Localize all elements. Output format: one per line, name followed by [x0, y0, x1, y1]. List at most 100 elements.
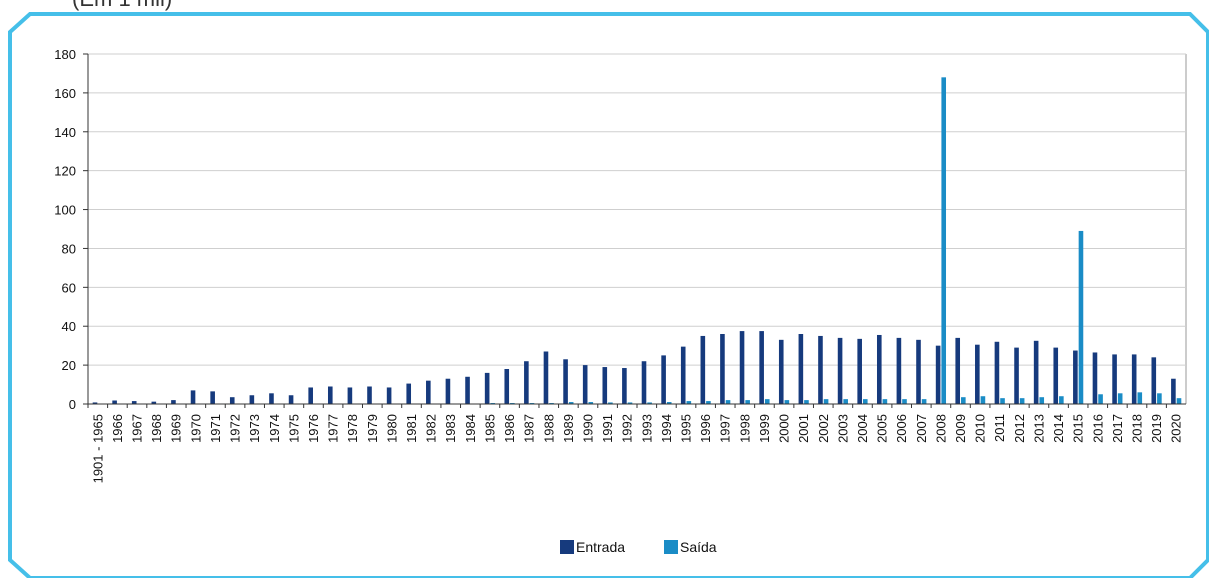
- bar-entrada-2002: [818, 335, 823, 404]
- x-tick-label: 2003: [835, 414, 850, 443]
- bars: [92, 77, 1182, 404]
- bar-entrada-1972: [229, 397, 235, 404]
- bar-entrada-2016: [1092, 352, 1098, 404]
- y-tick-label: 160: [54, 86, 76, 101]
- bar-saida-2017: [1117, 393, 1123, 404]
- x-tick-label: 2007: [914, 414, 929, 443]
- bar-entrada-2019: [1151, 357, 1157, 404]
- bar-entrada-2000: [778, 339, 784, 404]
- x-tick-label: 1967: [130, 414, 145, 443]
- gridlines: [88, 53, 1187, 404]
- x-tick-label: 2015: [1071, 414, 1086, 443]
- bar-saida-1990: [588, 402, 594, 404]
- legend: Entrada Saída: [560, 539, 717, 555]
- bar-saida-2001: [804, 400, 809, 404]
- x-tick-label: 1999: [757, 414, 772, 443]
- bar-entrada-1969: [171, 400, 176, 404]
- x-tick-label: 2005: [875, 414, 890, 443]
- bar-entrada-1975: [288, 395, 294, 404]
- bar-saida-2008: [941, 77, 947, 404]
- bar-saida-1999: [764, 399, 770, 404]
- bar-entrada-2014: [1053, 347, 1059, 404]
- bar-entrada-1986: [504, 369, 510, 404]
- bar-entrada-1976: [308, 387, 313, 404]
- x-tick-label: 2019: [1149, 414, 1164, 443]
- x-tick-label: 1969: [169, 414, 184, 443]
- x-tick-label: 1994: [659, 414, 674, 443]
- y-tick-label: 0: [69, 397, 76, 412]
- y-tick-label: 40: [62, 319, 76, 334]
- bar-entrada-1901-1965: [92, 402, 98, 404]
- bar-entrada-2011: [994, 341, 1000, 404]
- y-tick-label: 180: [54, 47, 76, 62]
- bar-entrada-1985: [484, 372, 490, 404]
- y-tick-label: 60: [62, 280, 76, 295]
- bar-saida-2006: [902, 399, 907, 404]
- bar-entrada-2009: [955, 337, 961, 404]
- bar-entrada-2010: [975, 344, 980, 404]
- bar-entrada-1982: [426, 380, 431, 404]
- bar-entrada-2013: [1033, 340, 1039, 404]
- x-tick-label: 1983: [443, 414, 458, 443]
- x-tick-label: 2004: [855, 414, 870, 443]
- bar-entrada-1980: [386, 387, 392, 404]
- x-tick-label: 2014: [1051, 414, 1066, 443]
- bar-saida-2019: [1157, 393, 1162, 404]
- x-tick-label: 1972: [228, 414, 243, 443]
- x-tick-label: 1998: [737, 414, 752, 443]
- bar-entrada-2012: [1014, 347, 1019, 404]
- bar-entrada-2001: [798, 334, 804, 404]
- bar-entrada-1988: [543, 351, 549, 404]
- x-tick-label: 1979: [365, 414, 380, 443]
- y-tick-label: 120: [54, 164, 76, 179]
- bar-entrada-2004: [857, 338, 862, 404]
- y-tick-label: 20: [62, 358, 76, 373]
- legend-swatch-entrada: [560, 540, 574, 554]
- bar-entrada-2005: [876, 334, 882, 404]
- bar-saida-2005: [882, 399, 888, 404]
- bar-entrada-1981: [406, 383, 412, 404]
- bar-saida-1994: [666, 402, 672, 404]
- bar-saida-2000: [784, 400, 790, 404]
- x-tick-label: 1975: [286, 414, 301, 443]
- x-tick-label: 2006: [894, 414, 909, 443]
- bar-saida-2003: [843, 399, 848, 404]
- bar-saida-2012: [1019, 398, 1025, 404]
- units-note: (Em 1 mil): [72, 0, 172, 12]
- x-tick-label: 1977: [326, 414, 341, 443]
- bar-entrada-2017: [1112, 354, 1117, 404]
- x-tick-label: 1978: [345, 414, 360, 443]
- x-tick-label: 1986: [502, 414, 517, 443]
- x-tick-label: 2008: [933, 414, 948, 443]
- bar-saida-2004: [862, 399, 868, 404]
- bar-saida-2016: [1098, 394, 1103, 404]
- bar-entrada-1997: [720, 334, 725, 404]
- bar-saida-1998: [745, 400, 750, 404]
- x-tick-label: 1995: [679, 414, 694, 443]
- bar-entrada-1998: [739, 331, 745, 404]
- bar-entrada-1994: [661, 355, 666, 404]
- bar-saida-2009: [961, 397, 966, 404]
- bar-saida-2015: [1078, 230, 1084, 404]
- bar-entrada-1971: [210, 391, 215, 404]
- bar-entrada-1983: [445, 378, 451, 404]
- x-tick-label: 1990: [580, 414, 595, 443]
- legend-swatch-saida: [664, 540, 678, 554]
- x-tick-label: 2009: [953, 414, 968, 443]
- bar-saida-1993: [647, 402, 652, 404]
- bar-saida-1991: [608, 402, 613, 404]
- bar-saida-2014: [1059, 396, 1064, 404]
- bar-entrada-1979: [367, 386, 372, 404]
- x-tick-label: 1976: [306, 414, 321, 443]
- bar-saida-2011: [1000, 398, 1005, 404]
- bar-entrada-2008: [935, 345, 941, 404]
- x-tick-label: 2010: [973, 414, 988, 443]
- bar-entrada-1966: [112, 400, 117, 404]
- x-tick-label: 1971: [208, 414, 223, 443]
- bar-entrada-2020: [1171, 378, 1176, 404]
- x-tick-label: 2016: [1090, 414, 1105, 443]
- bar-entrada-1984: [465, 376, 470, 404]
- x-tick-label: 1988: [541, 414, 556, 443]
- x-tick-label: 2012: [1012, 414, 1027, 443]
